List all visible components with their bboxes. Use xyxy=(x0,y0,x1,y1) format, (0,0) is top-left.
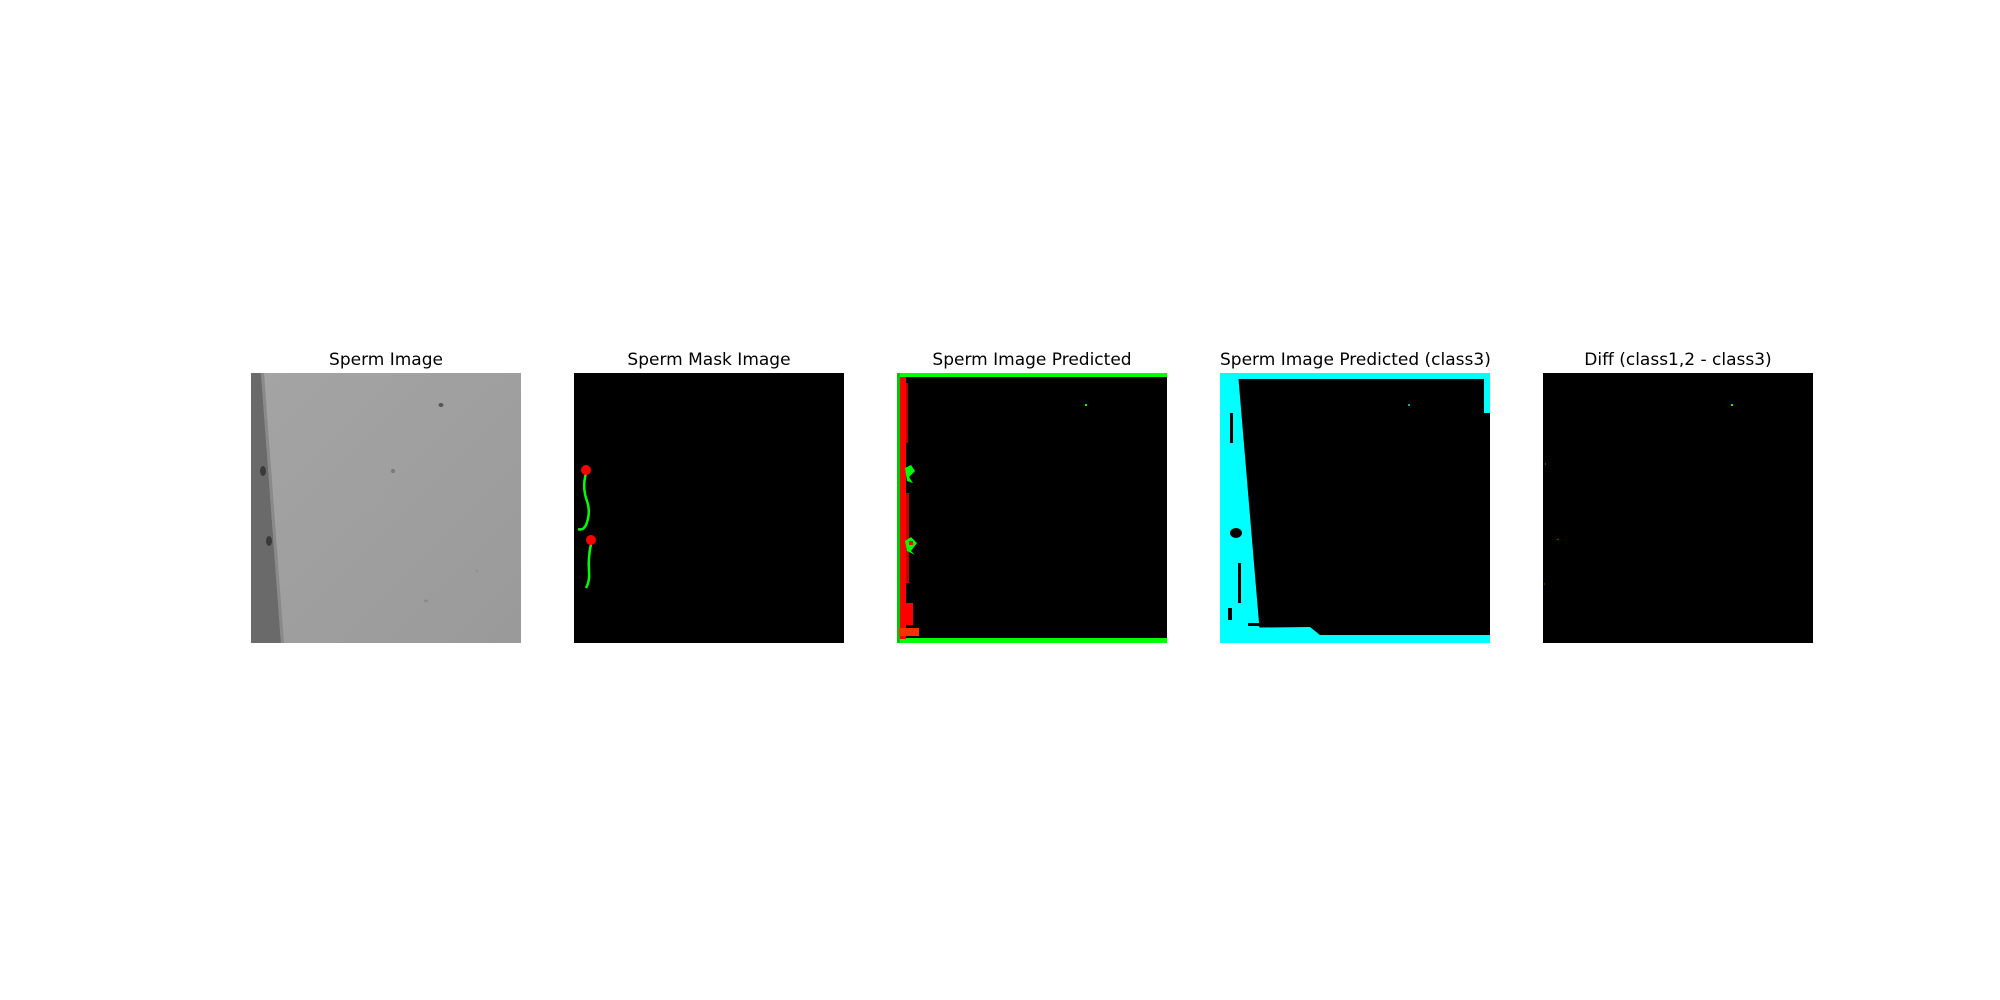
sperm-microscope-image xyxy=(251,373,521,643)
panel-title: Sperm Image Predicted xyxy=(932,350,1132,370)
diff-image xyxy=(1543,373,1813,643)
panel-sperm-image: Sperm Image xyxy=(251,348,521,643)
sperm-predicted-class3-image xyxy=(1220,373,1490,643)
panel-sperm-image-predicted: Sperm Image Predicted xyxy=(897,348,1167,643)
panel-sperm-image-predicted-class3: Sperm Image Predicted (class3) xyxy=(1220,348,1491,643)
panel-diff-class12-minus-class3: Diff (class1,2 - class3) xyxy=(1543,348,1813,643)
panel-title: Sperm Image Predicted (class3) xyxy=(1220,350,1491,370)
sperm-predicted-image xyxy=(897,373,1167,643)
panel-title: Sperm Mask Image xyxy=(627,350,791,370)
panel-title: Sperm Image xyxy=(329,350,443,370)
sperm-mask-image xyxy=(574,373,844,643)
panel-title: Diff (class1,2 - class3) xyxy=(1584,350,1772,370)
panel-sperm-mask-image: Sperm Mask Image xyxy=(574,348,844,643)
